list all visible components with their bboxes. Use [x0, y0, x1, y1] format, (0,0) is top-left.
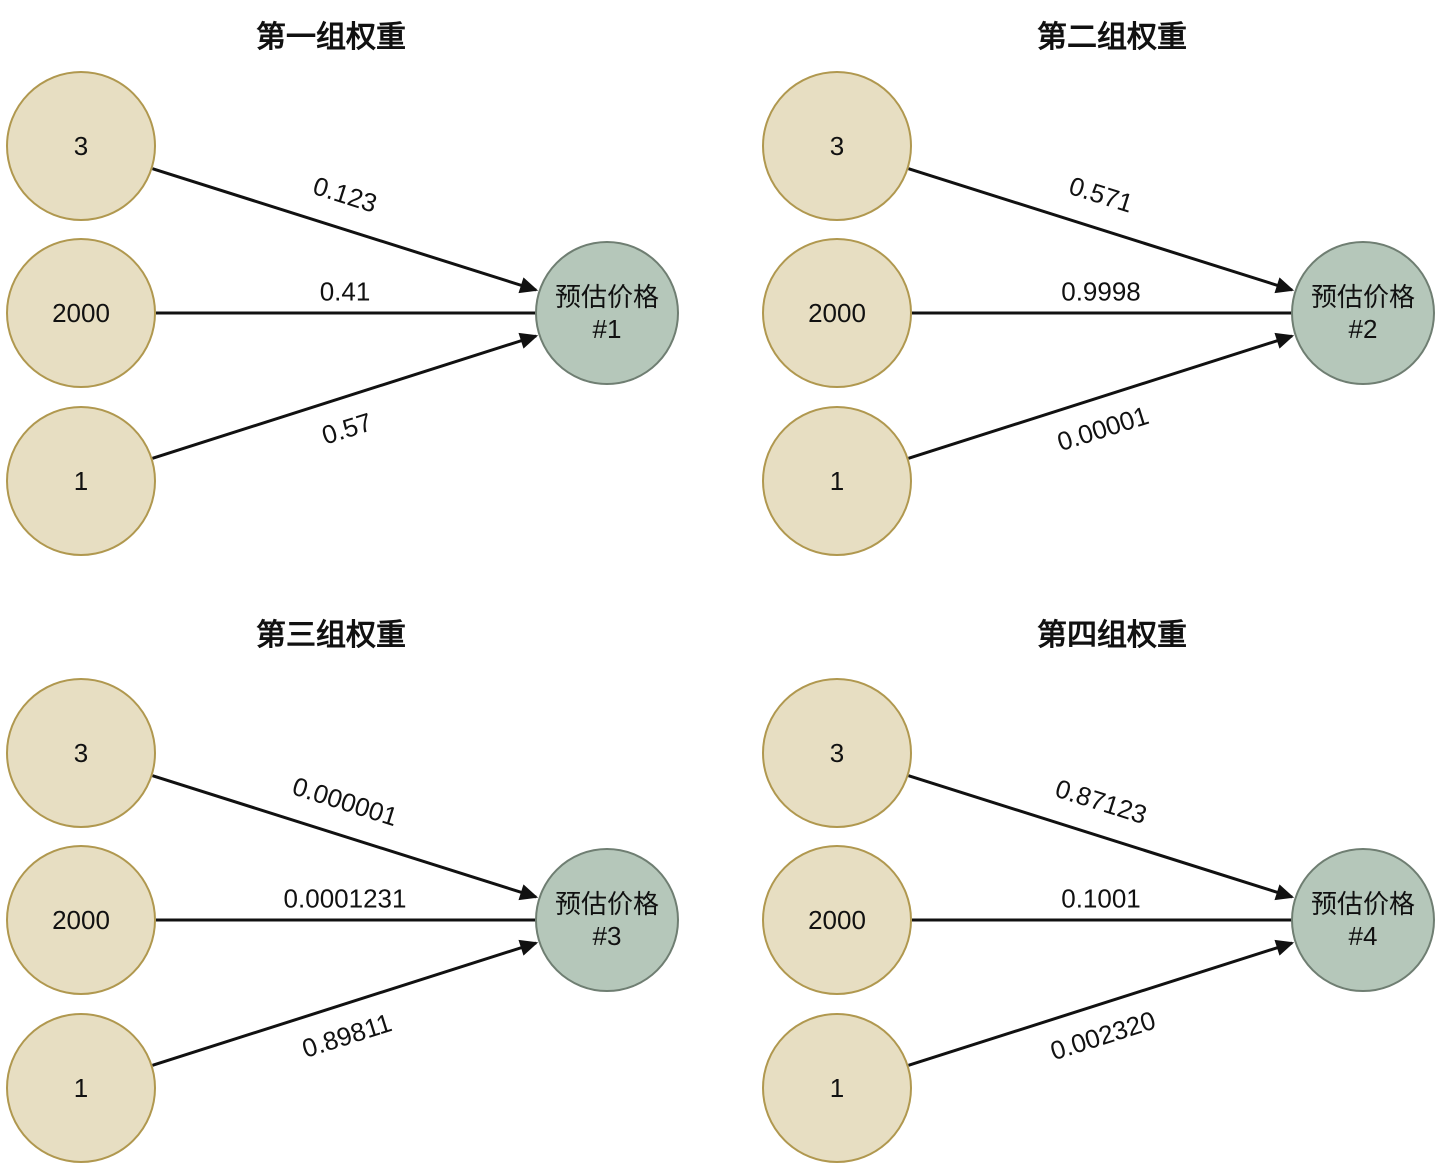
- group-title: 第四组权重: [1037, 619, 1187, 652]
- weight-group-1: 第一组权重 3 2000 1 预估价格 #1 0.123 0.41 0.57: [0, 0, 720, 562]
- input-node: 3: [6, 71, 156, 221]
- input-value: 3: [73, 737, 89, 768]
- edge-top: [152, 167, 539, 294]
- input-node: 1: [762, 1013, 912, 1163]
- input-node: 2000: [762, 238, 912, 388]
- input-node: 3: [6, 678, 156, 828]
- output-node: 预估价格 #4: [1291, 848, 1435, 992]
- weight-group-4: 第四组权重 3 2000 1 预估价格 #4 0.87123 0.1001 0.…: [756, 607, 1440, 1169]
- output-node: 预估价格 #2: [1291, 241, 1435, 385]
- input-value: 2000: [808, 904, 866, 935]
- input-node: 1: [6, 406, 156, 556]
- output-id: #4: [1348, 921, 1378, 951]
- input-node: 2000: [6, 845, 156, 995]
- arrows-layer: [152, 774, 555, 1067]
- output-label: 预估价格 #3: [555, 888, 659, 953]
- arrows-layer: [908, 774, 1311, 1067]
- output-label: 预估价格 #4: [1311, 888, 1415, 953]
- weight-group-3: 第三组权重 3 2000 1 预估价格 #3 0.000001 0.000123…: [0, 607, 720, 1169]
- input-node: 1: [6, 1013, 156, 1163]
- input-value: 1: [73, 1072, 89, 1103]
- input-value: 3: [73, 130, 89, 161]
- edge-bottom: [152, 332, 539, 460]
- input-node: 3: [762, 678, 912, 828]
- weight-label: 0.0001231: [283, 883, 407, 914]
- input-value: 1: [829, 465, 845, 496]
- edge-top: [152, 774, 539, 901]
- input-value: 1: [829, 1072, 845, 1103]
- output-id: #3: [592, 921, 622, 951]
- input-value: 2000: [808, 297, 866, 328]
- edge-bottom: [908, 939, 1295, 1067]
- input-node: 3: [762, 71, 912, 221]
- arrows-layer: [152, 167, 555, 460]
- arrows-layer: [908, 167, 1311, 460]
- input-node: 1: [762, 406, 912, 556]
- output-id: #1: [592, 314, 622, 344]
- output-node: 预估价格 #1: [535, 241, 679, 385]
- edge-bottom: [908, 332, 1295, 460]
- weight-group-2: 第二组权重 3 2000 1 预估价格 #2 0.571 0.9998 0.00…: [756, 0, 1440, 562]
- edge-top: [908, 167, 1295, 294]
- input-value: 3: [829, 130, 845, 161]
- output-name: 预估价格: [554, 281, 659, 312]
- output-label: 预估价格 #2: [1311, 281, 1415, 346]
- input-value: 3: [829, 737, 845, 768]
- input-value: 1: [73, 465, 89, 496]
- input-node: 2000: [6, 238, 156, 388]
- output-id: #2: [1348, 314, 1378, 344]
- group-title: 第三组权重: [256, 619, 406, 652]
- weight-label: 0.9998: [1061, 276, 1141, 307]
- output-name: 预估价格: [1310, 888, 1415, 919]
- output-name: 预估价格: [1310, 281, 1415, 312]
- group-title: 第一组权重: [256, 21, 406, 54]
- input-value: 2000: [52, 297, 110, 328]
- weight-label: 0.41: [319, 276, 371, 307]
- input-value: 2000: [52, 904, 110, 935]
- output-node: 预估价格 #3: [535, 848, 679, 992]
- input-node: 2000: [762, 845, 912, 995]
- output-label: 预估价格 #1: [555, 281, 659, 346]
- edge-top: [908, 774, 1295, 901]
- weight-label: 0.1001: [1061, 883, 1141, 914]
- output-name: 预估价格: [554, 888, 659, 919]
- edge-bottom: [152, 939, 539, 1067]
- group-title: 第二组权重: [1037, 21, 1187, 54]
